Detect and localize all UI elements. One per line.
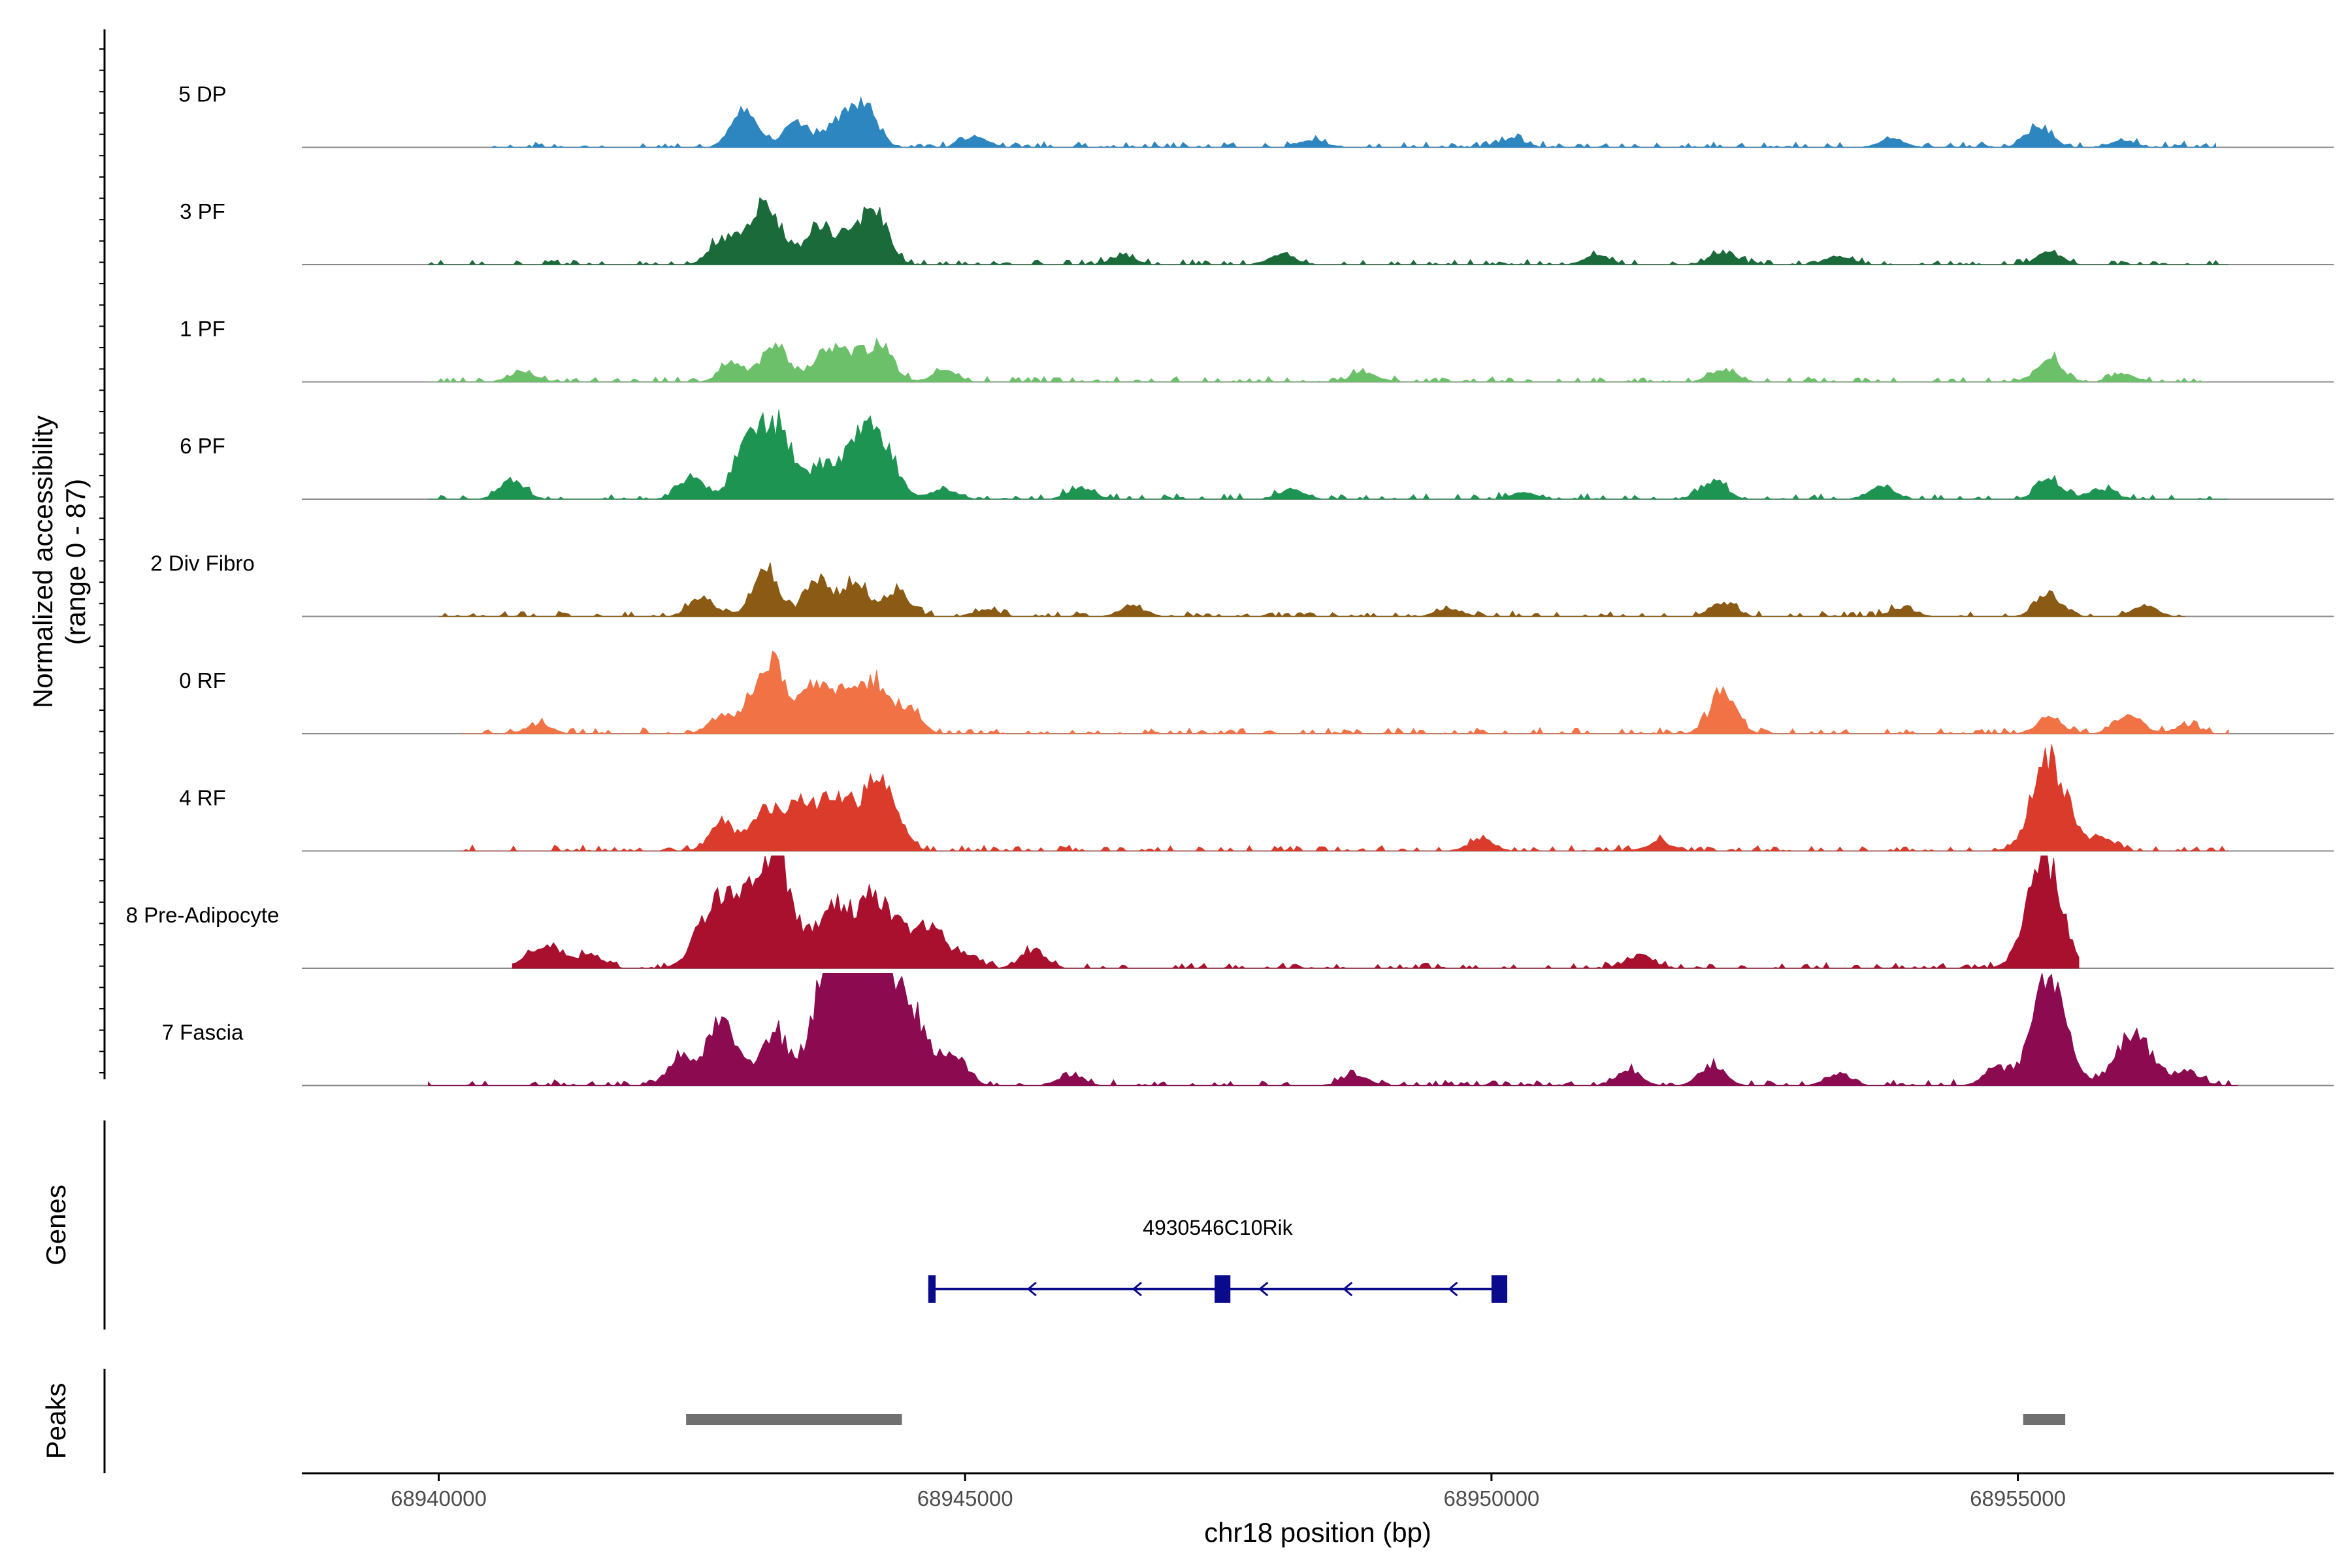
gene-name: 4930546C10Rik [1143, 1216, 1294, 1239]
x-tick-label: 68955000 [1970, 1486, 2066, 1511]
peak-region [686, 1414, 902, 1425]
left-axes: Normalized accessibility(range 0 - 87) Ge… [27, 29, 106, 1473]
track-label-8-pre-adipocyte: 8 Pre-Adipocyte [126, 903, 280, 927]
x-tick-label: 68940000 [391, 1486, 487, 1511]
coverage-area-1-pf [428, 337, 2206, 383]
coverage-area-3-pf [427, 197, 2229, 265]
accessibility-tracks [302, 96, 2334, 1086]
y-axis-label-line: (range 0 - 87) [60, 479, 91, 645]
track-label-6-pf: 6 PF [180, 434, 225, 458]
y-axis-label-line: Normalized accessibility [27, 416, 58, 708]
track-label-4-rf: 4 RF [179, 786, 226, 810]
coverage-area-6-pf [428, 410, 2229, 500]
gene-exon [1215, 1275, 1231, 1303]
track-label-7-fascia: 7 Fascia [162, 1021, 244, 1045]
x-tick-label: 68950000 [1443, 1486, 1539, 1511]
gene-strand-arrow [1258, 1281, 1269, 1297]
track-label-5-dp: 5 DP [178, 82, 226, 106]
coverage-area-5-dp [491, 96, 2216, 148]
peak-region [2023, 1414, 2066, 1425]
gene-exon [1491, 1275, 1508, 1303]
y-axis-label: Normalized accessibility(range 0 - 87) [27, 416, 91, 708]
gene-strand-arrow [1026, 1281, 1037, 1297]
gene-track: 4930546C10Rik [928, 1216, 1508, 1303]
track-label-2-div-fibro: 2 Div Fibro [150, 551, 255, 576]
track-labels: 5 DP 3 PF 1 PF 6 PF 2 Div Fibro 0 RF 4 RF 8 Pre… [126, 82, 280, 1045]
genes-track-label: Genes [41, 1184, 71, 1266]
x-tick-label: 68945000 [917, 1486, 1013, 1511]
coverage-area-8-pre-adipocyte [512, 855, 2080, 969]
track-label-0-rf: 0 RF [179, 668, 226, 693]
track-label-3-pf: 3 PF [180, 199, 225, 223]
coverage-area-2-div-fibro [438, 562, 2185, 617]
coverage-area-7-fascia [427, 973, 2238, 1086]
x-axis-label: chr18 position (bp) [1204, 1517, 1431, 1548]
x-axis: 68940000 68945000 68950000 68955000 chr18 po… [302, 1472, 2334, 1548]
coverage-area-0-rf [459, 650, 2229, 734]
gene-strand-arrow [1448, 1281, 1458, 1297]
gene-strand-arrow [1342, 1281, 1353, 1297]
peaks-track [686, 1414, 2066, 1425]
coverage-area-4-rf [459, 744, 2229, 852]
gene-exon [928, 1275, 936, 1303]
peaks-track-label: Peaks [41, 1383, 71, 1460]
gene-strand-arrow [1132, 1281, 1142, 1297]
track-label-1-pf: 1 PF [180, 317, 225, 341]
